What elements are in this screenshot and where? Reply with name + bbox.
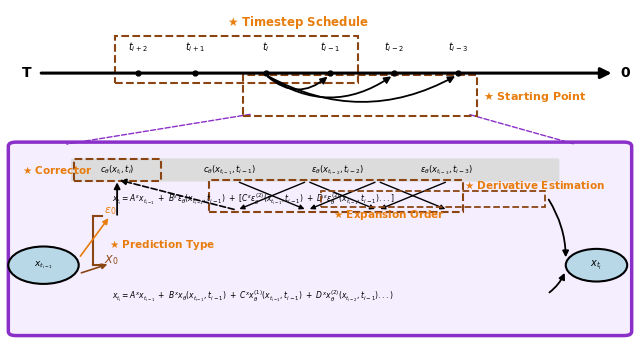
- Text: $\bigstar$ Corrector: $\bigstar$ Corrector: [22, 165, 93, 176]
- Text: $x_{t_i} = A^{\epsilon}x_{t_{i-1}}\ +\ B^{\epsilon}\epsilon_{\theta}(x_{t_{i-1}}: $x_{t_i} = A^{\epsilon}x_{t_{i-1}}\ +\ B…: [112, 191, 395, 207]
- FancyBboxPatch shape: [8, 142, 632, 336]
- Text: $X_0$: $X_0$: [104, 253, 119, 267]
- Text: $x_{t_i} = A^{x}x_{t_{i-1}}\ +\ B^{x}x_{\theta}(x_{t_{i-1}},t_{i-1})\ +\ C^{x}x_: $x_{t_i} = A^{x}x_{t_{i-1}}\ +\ B^{x}x_{…: [112, 288, 394, 304]
- Circle shape: [8, 246, 79, 284]
- Text: $t_i$: $t_i$: [262, 40, 269, 54]
- Text: $\bigstar$ Starting Point: $\bigstar$ Starting Point: [483, 90, 587, 104]
- Text: $\epsilon_0$: $\epsilon_0$: [104, 205, 116, 217]
- Text: $\epsilon_{\theta}(x_{t_{i-3}}, t_{i-3})$: $\epsilon_{\theta}(x_{t_{i-3}}, t_{i-3})…: [420, 164, 473, 177]
- Text: T: T: [22, 66, 32, 80]
- Text: $t_{i+1}$: $t_{i+1}$: [186, 40, 205, 54]
- Text: $t_{i-2}$: $t_{i-2}$: [384, 40, 403, 54]
- Text: $\epsilon_{\theta}(x_{t_{i-2}}, t_{i-2})$: $\epsilon_{\theta}(x_{t_{i-2}}, t_{i-2})…: [312, 164, 364, 177]
- FancyBboxPatch shape: [71, 158, 559, 182]
- Text: $t_{i-3}$: $t_{i-3}$: [447, 40, 468, 54]
- Text: $t_{i+2}$: $t_{i+2}$: [128, 40, 147, 54]
- Text: $\bigstar$ Prediction Type: $\bigstar$ Prediction Type: [109, 238, 215, 253]
- Text: $c_{\theta}(x_{t_i}, t_i)$: $c_{\theta}(x_{t_i}, t_i)$: [100, 164, 134, 177]
- Text: 0: 0: [621, 66, 630, 80]
- Text: $x_{t_i}$: $x_{t_i}$: [591, 259, 602, 272]
- Text: $x_{t_{i-1}}$: $x_{t_{i-1}}$: [34, 259, 53, 271]
- Text: $t_{i-1}$: $t_{i-1}$: [320, 40, 339, 54]
- Circle shape: [566, 249, 627, 282]
- Text: $\bigstar$ Timestep Schedule: $\bigstar$ Timestep Schedule: [227, 14, 369, 31]
- Text: $\bigstar$ Expansion Order: $\bigstar$ Expansion Order: [333, 208, 445, 222]
- Text: $\bigstar$ Derivative Estimation: $\bigstar$ Derivative Estimation: [464, 180, 605, 191]
- Text: $c_{\theta}(x_{t_{i-1}}, t_{i-1})$: $c_{\theta}(x_{t_{i-1}}, t_{i-1})$: [203, 164, 255, 177]
